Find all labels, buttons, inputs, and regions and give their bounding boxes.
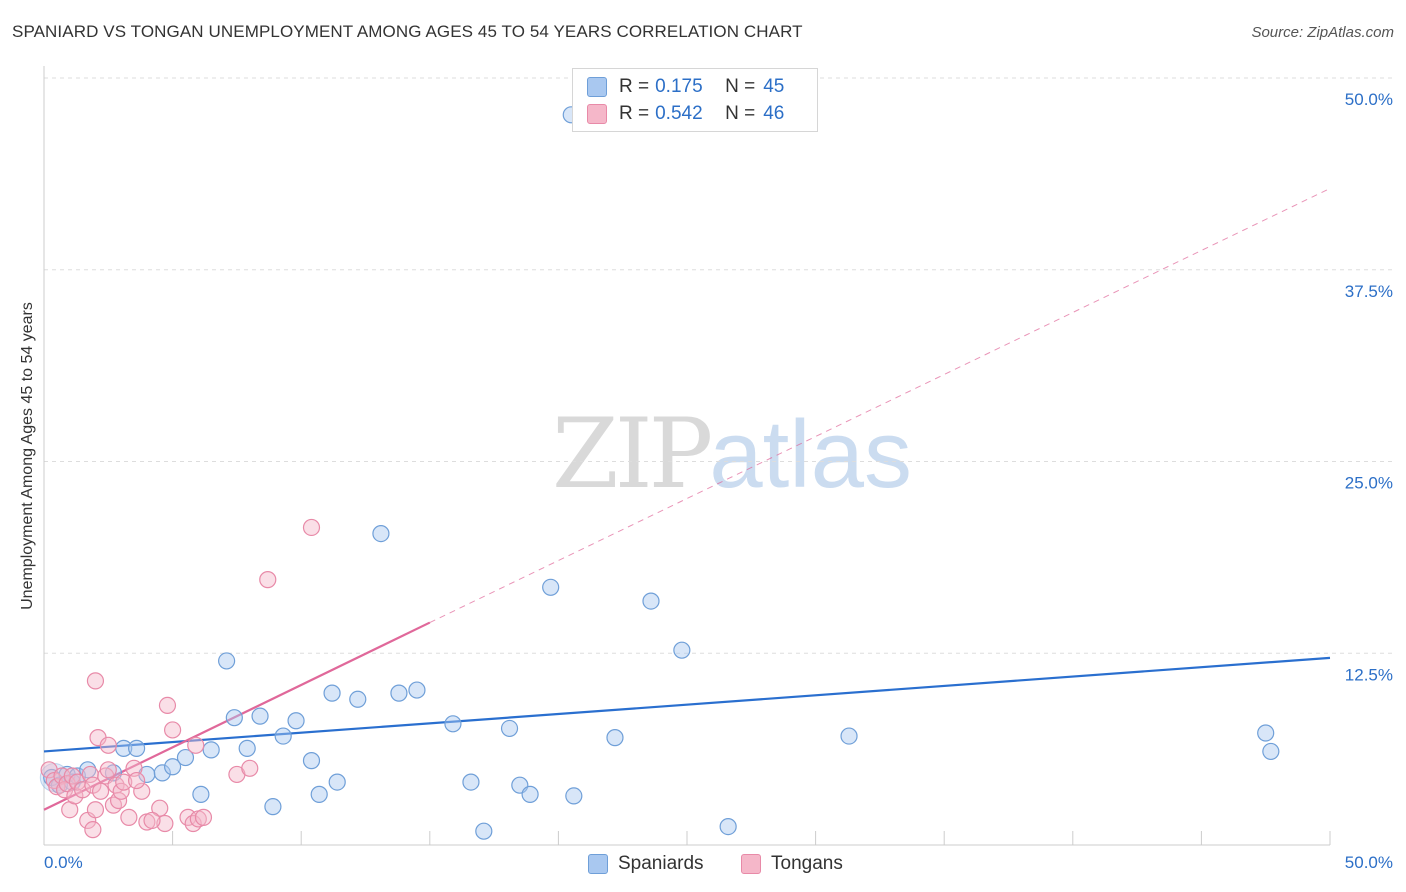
spaniards-point [176,748,195,767]
spaniards-point [606,729,624,747]
spaniards-point [673,641,691,659]
x-tick-label: 50.0% [1345,853,1393,872]
spaniards-point [475,822,493,840]
r-value: 0.175 [655,76,703,97]
n-value: 46 [763,103,785,124]
tongans-point [73,781,92,799]
spaniards-trend-line [43,656,1331,753]
y-axis-label: Unemployment Among Ages 45 to 54 years [19,302,36,610]
x-tick-label: 0.0% [44,853,83,872]
spaniards-point [218,652,236,670]
tongans-point [259,571,277,589]
spaniards-point [310,785,328,803]
spaniards-point [349,690,367,708]
y-tick-label: 50.0% [1345,90,1393,109]
spaniards-point [542,578,560,596]
tongans-point [143,811,161,830]
tongans-point [184,814,202,833]
tongans-legend-swatch [741,854,761,874]
legend-item-spaniards: Spaniards [588,852,704,876]
r-label: R = [619,103,650,124]
spaniards-point [521,785,539,803]
tongans-point [115,773,133,791]
spaniards-point [565,787,583,805]
tongans-point [84,821,102,839]
tongans-point [156,814,174,833]
spaniards-point [719,817,737,836]
spaniards-point [408,681,426,699]
r-label: R = [619,76,650,97]
spaniards-point [202,741,220,759]
tongans-point [99,736,117,754]
tongans-point [104,796,123,814]
grid-lines [44,77,1394,654]
legend-item-tongans: Tongans [741,852,843,876]
tongans-point [120,808,138,826]
spaniards-point [79,761,97,779]
tick-labels: 12.5% 25.0% 37.5% 50.0% 0.0% 50.0% [44,90,1393,872]
spaniards-point [372,524,390,543]
tongans-legend-label: Tongans [771,853,843,874]
r-value: 0.542 [655,103,703,124]
tongans-point [164,721,182,739]
data-points [39,106,1280,840]
n-label: N = [725,103,756,124]
tongans-point [187,736,205,754]
spaniards-point [1257,724,1275,742]
tongans-point [86,801,105,819]
tongans-point [241,759,259,777]
legend-row-spaniards: R = 0.175 N = 45 [587,75,784,99]
spaniards-point [500,719,519,738]
axes [43,66,1331,846]
spaniards-point [390,684,408,702]
spaniards-legend-label: Spaniards [618,853,704,874]
tongans-point [133,782,151,800]
spaniards-point [127,739,146,757]
spaniards-point [287,712,305,730]
tongans-point [99,761,117,779]
spaniards-point [444,715,462,733]
spaniards-point [274,727,292,745]
tongans-point [158,696,177,715]
n-label: N = [725,76,756,97]
tongans-point [302,518,321,537]
y-tick-label: 12.5% [1345,665,1393,684]
y-tick-label: 25.0% [1345,474,1393,493]
spaniards-point [225,709,243,727]
correlation-legend: R = 0.175 N = 45 R = 0.542 N = 46 [572,68,818,132]
spaniards-swatch [587,77,607,97]
n-value: 45 [763,76,785,97]
spaniards-point [192,785,210,803]
spaniards-point [238,739,256,757]
spaniards-point [164,758,182,776]
spaniards-point [153,764,171,782]
tongans-swatch [587,104,607,124]
spaniards-legend-swatch [588,854,608,874]
spaniards-point [840,727,858,745]
spaniards-point [323,684,341,702]
spaniards-point [251,707,269,725]
tongans-point [91,782,110,800]
source-label: Source: ZipAtlas.com [1251,24,1394,41]
tongans-trend-line [429,187,1331,624]
tongans-point [151,799,169,817]
spaniards-point [264,798,282,816]
legend-row-tongans: R = 0.542 N = 46 [587,102,784,126]
spaniards-point [462,773,480,791]
spaniards-point [328,773,346,791]
spaniards-point [1262,742,1280,761]
tongans-point [127,771,146,790]
chart-title: SPANIARD VS TONGAN UNEMPLOYMENT AMONG AG… [12,22,803,41]
tongans-point [86,672,105,690]
tongans-point [194,808,213,826]
spaniards-point [302,752,321,770]
spaniards-point [642,592,660,610]
y-tick-label: 37.5% [1345,282,1393,301]
